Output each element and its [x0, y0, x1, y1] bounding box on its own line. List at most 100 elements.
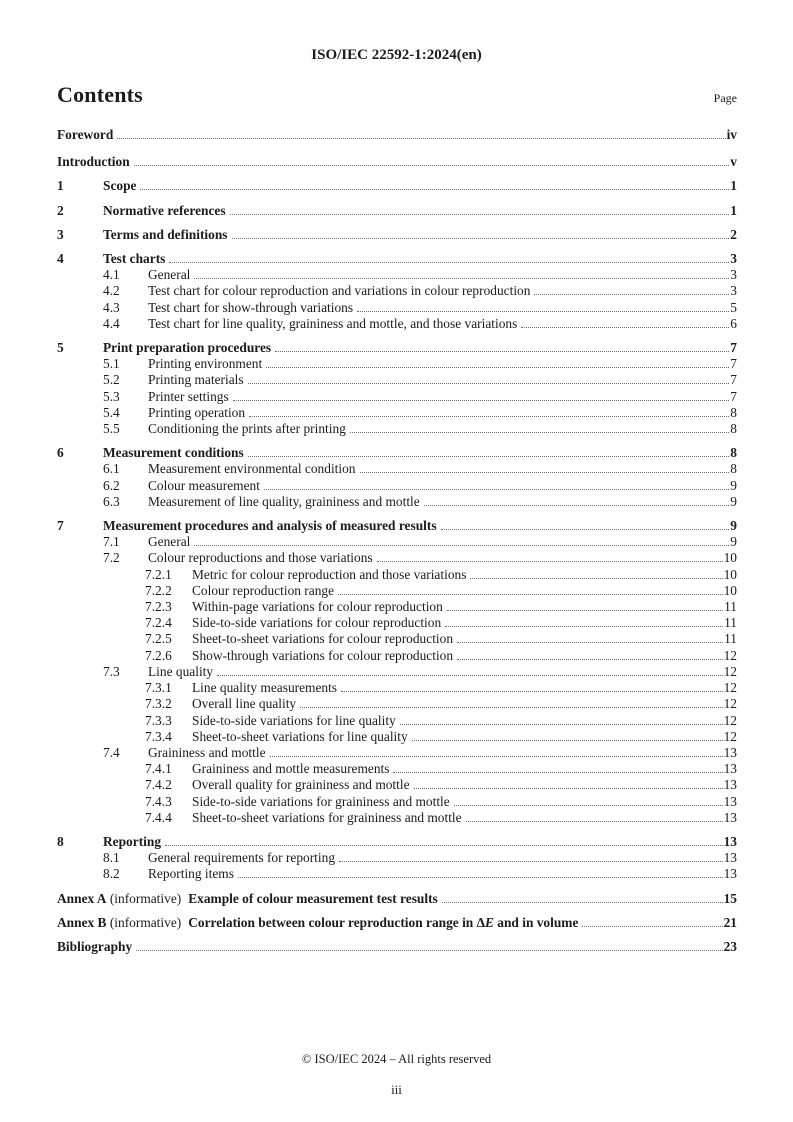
toc-entry[interactable]: 7.3.4 Sheet-to-sheet variations for line … [57, 729, 737, 745]
toc-entry-number: 7.2.4 [145, 615, 172, 631]
page-title: Contents [57, 82, 143, 107]
toc-entry-page: 8 [730, 445, 737, 461]
toc-entry-title: Line quality measurements [192, 680, 338, 696]
toc-entry-number: 7.2.5 [145, 631, 172, 647]
toc-entry-number: 1 [57, 178, 64, 194]
toc-entry[interactable]: Bibliography 23 [57, 939, 737, 955]
toc-entry-page: 7 [730, 388, 737, 404]
toc-entry[interactable]: 6.2 Colour measurement 9 [57, 478, 737, 494]
toc-entry-page: 15 [723, 890, 737, 906]
toc-entry-number: 7.3.4 [145, 728, 172, 744]
toc-entry-page: 10 [723, 550, 737, 566]
toc-entry-number: 4.4 [103, 315, 120, 331]
dot-leader [393, 772, 723, 774]
toc-entry-title: Printing operation [148, 404, 246, 420]
toc-entry-page: 7 [730, 340, 737, 356]
toc-entry[interactable]: Annex A (informative) Example of colour m… [57, 891, 737, 907]
toc-entry-number: 5.3 [103, 388, 120, 404]
dot-leader [359, 472, 730, 474]
toc-entry[interactable]: 7.3.1 Line quality measurements 12 [57, 680, 737, 696]
toc-entry-title: Sheet-to-sheet variations for line quali… [192, 728, 408, 744]
dot-leader [300, 707, 723, 709]
toc-entry-number: 7.4.2 [145, 777, 172, 793]
toc-entry[interactable]: 5.5 Conditioning the prints after printin… [57, 421, 737, 437]
toc-entry[interactable]: 4.3 Test chart for show-through variation… [57, 300, 737, 316]
toc-entry-page: 12 [723, 647, 737, 663]
dot-leader [229, 213, 730, 215]
dot-leader [457, 658, 723, 660]
toc-entry[interactable]: 7.4.2 Overall quality for graininess and … [57, 777, 737, 793]
toc-entry[interactable]: 5.2 Printing materials 7 [57, 372, 737, 388]
toc-entry-title: Bibliography [57, 938, 133, 954]
toc-entry[interactable]: 6.1 Measurement environmental condition 8 [57, 461, 737, 477]
toc-entry-title: Sheet-to-sheet variations for colour rep… [192, 631, 454, 647]
toc-entry[interactable]: 6.3 Measurement of line quality, grainine… [57, 494, 737, 510]
toc-entry-title: Overall line quality [192, 696, 297, 712]
toc-entry[interactable]: 5.4 Printing operation 8 [57, 405, 737, 421]
toc-entry-number: 5 [57, 340, 64, 356]
toc-entry-title: Test chart for colour reproduction and v… [148, 283, 531, 299]
toc-entry-page: 23 [723, 938, 737, 954]
toc-entry[interactable]: 5.3 Printer settings 7 [57, 389, 737, 405]
toc-entry[interactable]: 7.2.1 Metric for colour reproduction and … [57, 567, 737, 583]
toc-entry[interactable]: Foreword iv [57, 127, 737, 143]
toc-entry[interactable]: 7.2 Colour reproductions and those variat… [57, 550, 737, 566]
toc-entry[interactable]: 7 Measurement procedures and analysis of … [57, 518, 737, 534]
toc-entry[interactable]: 8.2 Reporting items 13 [57, 866, 737, 882]
toc-entry[interactable]: 7.2.2 Colour reproduction range 10 [57, 583, 737, 599]
toc-entry[interactable]: 4.1 General 3 [57, 267, 737, 283]
toc-entry-number: 7.2.3 [145, 599, 172, 615]
toc-entry[interactable]: 4.4 Test chart for line quality, grainine… [57, 316, 737, 332]
toc-entry[interactable]: 1 Scope 1 [57, 178, 737, 194]
toc-entry[interactable]: 7.2.5 Sheet-to-sheet variations for colou… [57, 631, 737, 647]
toc-entry[interactable]: 7.2.4 Side-to-side variations for colour … [57, 615, 737, 631]
toc-entry-page: 10 [723, 566, 737, 582]
toc-entry[interactable]: 4.2 Test chart for colour reproduction an… [57, 283, 737, 299]
toc-entry[interactable]: 8 Reporting 13 [57, 834, 737, 850]
toc-entry-title: Colour reproduction range [192, 582, 335, 598]
toc-entry[interactable]: 7.3.3 Side-to-side variations for line qu… [57, 713, 737, 729]
toc-entry-title: Annex A (informative) Example of colour m… [57, 891, 438, 907]
toc-entry[interactable]: 5.1 Printing environment 7 [57, 356, 737, 372]
toc-entry[interactable]: 7.3 Line quality 12 [57, 664, 737, 680]
toc-entry[interactable]: Introduction v [57, 154, 737, 170]
toc-entry-number: 7.4.4 [145, 809, 172, 825]
toc-entry[interactable]: 7.4 Graininess and mottle 13 [57, 745, 737, 761]
dot-leader [453, 804, 723, 806]
dot-leader [376, 561, 723, 563]
toc-entry[interactable]: 7.4.3 Side-to-side variations for grainin… [57, 794, 737, 810]
toc-entry[interactable]: 3 Terms and definitions 2 [57, 227, 737, 243]
toc-entry[interactable]: Annex B (informative) Correlation between… [57, 915, 737, 931]
toc-entry-title: Within-page variations for colour reprod… [192, 599, 443, 615]
toc-entry-number: 7 [57, 518, 64, 534]
toc-entry-title: Measurement procedures and analysis of m… [103, 518, 437, 534]
dot-leader [582, 925, 723, 927]
toc-entry-page: 1 [730, 202, 737, 218]
dot-leader [263, 488, 730, 490]
toc-entry[interactable]: 7.4.4 Sheet-to-sheet variations for grain… [57, 810, 737, 826]
toc-entry[interactable]: 7.1 General 9 [57, 534, 737, 550]
dot-leader [470, 577, 723, 579]
toc-entry-number: 6.1 [103, 461, 120, 477]
dot-leader [136, 949, 723, 951]
toc-entry-title: General [148, 267, 191, 283]
toc-entry[interactable]: 7.2.6 Show-through variations for colour … [57, 648, 737, 664]
toc-entry[interactable]: 7.2.3 Within-page variations for colour r… [57, 599, 737, 615]
toc-entry-number: 6.2 [103, 477, 120, 493]
toc-entry-page: 11 [724, 599, 737, 615]
toc-entry-number: 7.1 [103, 534, 120, 550]
toc-entry[interactable]: 6 Measurement conditions 8 [57, 445, 737, 461]
dot-leader [534, 294, 730, 296]
toc-entry[interactable]: 4 Test charts 3 [57, 251, 737, 267]
toc-entry[interactable]: 8.1 General requirements for reporting 13 [57, 850, 737, 866]
toc-entry[interactable]: 2 Normative references 1 [57, 203, 737, 219]
toc-entry-page: 8 [730, 421, 737, 437]
toc-entry-title: Test charts [103, 251, 166, 267]
dot-leader [349, 432, 730, 434]
toc-entry[interactable]: 7.4.1 Graininess and mottle measurements 1… [57, 761, 737, 777]
toc-entry[interactable]: 5 Print preparation procedures 7 [57, 340, 737, 356]
toc-entry[interactable]: 7.3.2 Overall line quality 12 [57, 696, 737, 712]
dot-leader [441, 901, 723, 903]
toc-entry-page: 5 [730, 299, 737, 315]
